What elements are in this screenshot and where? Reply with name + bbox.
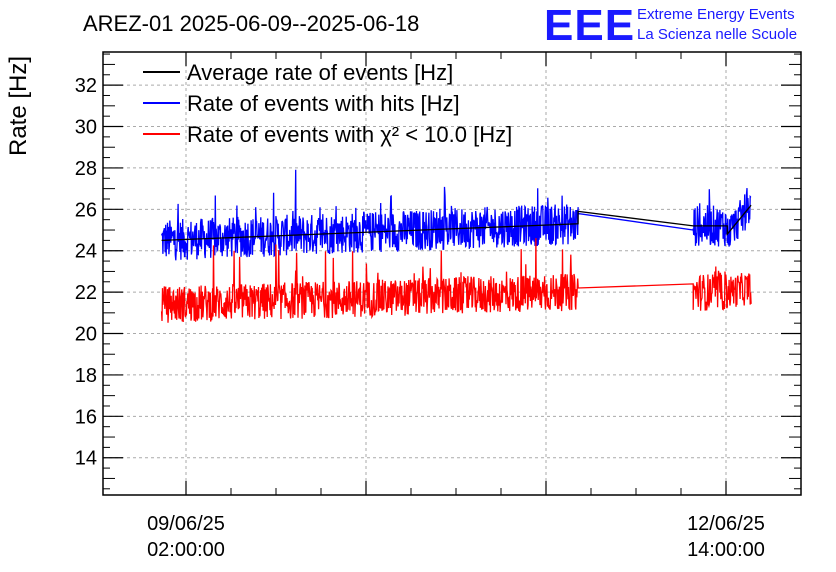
y-tick-label-14: 14 xyxy=(75,448,97,470)
y-tick-label-20: 20 xyxy=(75,324,97,346)
chart-title: AREZ-01 2025-06-09--2025-06-18 xyxy=(83,11,419,36)
series-line-1 xyxy=(161,169,752,261)
x-tick-date-0: 09/06/25 xyxy=(147,513,225,535)
legend-label-hits: Rate of events with hits [Hz] xyxy=(187,91,460,116)
eee-logo: EEE Extreme Energy Events La Scienza nel… xyxy=(544,1,797,50)
x-tick-time-0: 02:00:00 xyxy=(147,539,225,561)
x-tick-date-1: 12/06/25 xyxy=(687,513,765,535)
tick-labels: 14 16 18 20 22 24 26 28 30 32 09/06/25 02:00:00 12/0… xyxy=(75,75,765,561)
axis-ticks xyxy=(103,52,801,495)
y-tick-label-22: 22 xyxy=(75,282,97,304)
logo-line-1: Extreme Energy Events xyxy=(637,6,795,23)
logo-mark: EEE xyxy=(544,1,635,50)
grid-lines xyxy=(103,52,801,495)
y-tick-label-18: 18 xyxy=(75,365,97,387)
logo-line-2: La Scienza nelle Scuole xyxy=(637,26,797,43)
y-tick-label-28: 28 xyxy=(75,158,97,180)
x-tick-time-1: 14:00:00 xyxy=(687,539,765,561)
legend-label-average: Average rate of events [Hz] xyxy=(187,60,453,85)
series-line-2 xyxy=(160,238,752,323)
y-tick-label-24: 24 xyxy=(75,241,97,263)
y-tick-label-30: 30 xyxy=(75,117,97,139)
y-tick-label-26: 26 xyxy=(75,199,97,221)
series-line-0 xyxy=(161,204,752,242)
legend-label-chi2: Rate of events with χ² < 10.0 [Hz] xyxy=(187,122,512,147)
legend: Average rate of events [Hz] Rate of even… xyxy=(143,60,512,147)
y-tick-label-32: 32 xyxy=(75,75,97,97)
y-tick-label-16: 16 xyxy=(75,406,97,428)
data-series xyxy=(160,169,752,323)
plot-frame xyxy=(102,51,802,496)
y-axis-title: Rate [Hz] xyxy=(5,56,32,156)
